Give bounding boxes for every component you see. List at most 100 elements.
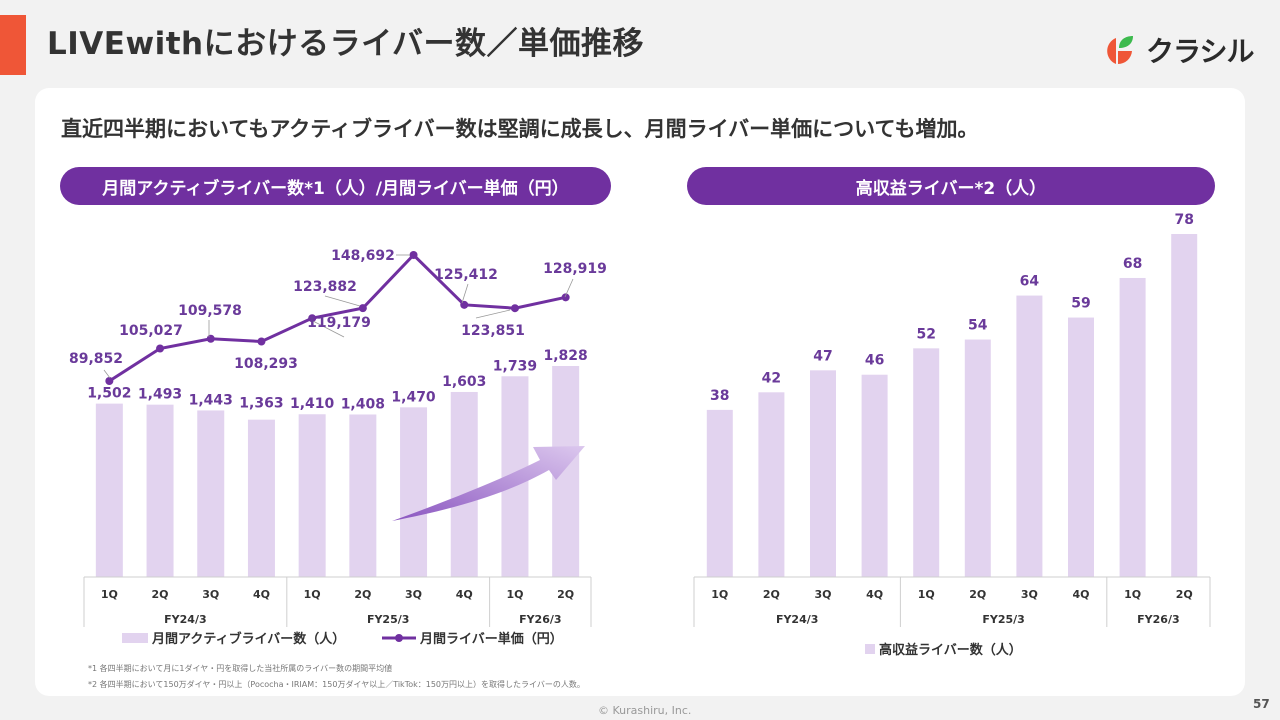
footnote-1: *1 各四半期において月に1ダイヤ・円を取得した当社所属のライバー数の期間平均値 [88, 664, 393, 673]
kurashiru-logo: クラシル [1100, 30, 1254, 70]
line-data-label: 128,919 [543, 261, 607, 277]
bar [810, 370, 836, 577]
tick-label: 4Q [866, 588, 883, 601]
left-legend-line: 月間ライバー単価（円） [382, 628, 563, 647]
line-data-label: 105,027 [119, 323, 183, 339]
bar [95, 403, 123, 577]
bar-data-label: 78 [1174, 212, 1193, 228]
line-point [510, 304, 519, 313]
left-chart-title-pill: 月間アクティブライバー数*1（人）/月間ライバー単価（円） [60, 167, 611, 205]
line-point [409, 251, 418, 259]
bar-data-label: 64 [1020, 274, 1040, 290]
bar-data-label: 1,470 [391, 389, 436, 405]
title-accent-bar [0, 15, 26, 75]
line-data-label: 108,293 [234, 356, 298, 372]
line-point [358, 304, 367, 313]
slide-subtitle: 直近四半期においてもアクティブライバー数は堅調に成長し、月間ライバー単価について… [61, 117, 979, 141]
legend-bar-swatch [122, 632, 148, 643]
copyright: © Kurashiru, Inc. [598, 704, 692, 717]
logo-text: クラシル [1146, 35, 1254, 68]
page-title: LIVEwithにおけるライバー数／単価推移 [47, 26, 644, 62]
tick-label: 2Q [557, 588, 574, 601]
tick-label: 2Q [969, 588, 986, 601]
bar [1119, 277, 1146, 577]
bar-data-label: 1,502 [87, 386, 131, 402]
left-chart-title: 月間アクティブライバー数*1（人）/月間ライバー単価（円） [102, 178, 569, 199]
price-line [108, 252, 566, 383]
right-chart-title-pill: 高収益ライバー*2（人） [687, 167, 1215, 205]
tick-label: 4Q [456, 588, 473, 601]
bar [400, 407, 428, 577]
bar [146, 404, 174, 577]
tick-label: 2Q [1176, 588, 1193, 601]
leader-line [564, 278, 574, 298]
legend-line-swatch [382, 633, 416, 642]
bar [298, 414, 326, 577]
bar-data-label: 68 [1123, 256, 1142, 272]
legend-line-label: 月間ライバー単価（円） [420, 632, 563, 647]
line-point [308, 314, 317, 323]
bar [247, 419, 275, 577]
bar [964, 339, 991, 577]
line-data-label: 89,852 [69, 351, 123, 367]
group-label: FY26/3 [1137, 613, 1179, 626]
tick-label: 2Q [354, 588, 371, 601]
group-label: FY24/3 [164, 613, 206, 626]
bar-data-label: 1,410 [290, 396, 335, 412]
tick-label: 4Q [1072, 588, 1089, 601]
tick-label: 1Q [1124, 588, 1141, 601]
tick-label: 3Q [1021, 588, 1038, 601]
group-label: FY25/3 [982, 613, 1024, 626]
bar-data-label: 1,828 [544, 348, 588, 364]
line-data-label: 125,412 [434, 267, 498, 283]
bar-data-label: 54 [968, 318, 988, 334]
tick-label: 4Q [253, 588, 270, 601]
line-data-label: 123,851 [461, 323, 525, 339]
leader-line [461, 283, 469, 304]
tick-label: 3Q [405, 588, 422, 601]
bar [861, 374, 888, 577]
right-legend: 高収益ライバー数（人） [865, 639, 1022, 658]
tick-label: 3Q [202, 588, 219, 601]
bar [197, 410, 225, 577]
bar [758, 392, 785, 577]
bar [349, 414, 377, 577]
bar-data-label: 1,739 [493, 358, 537, 374]
bar-data-label: 42 [762, 370, 781, 386]
tick-label: 1Q [711, 588, 728, 601]
leader-line [310, 319, 345, 338]
tick-label: 2Q [152, 588, 169, 601]
left-chart: FY24/3 FY25/3 FY26/3 1Q 2Q 3Q 4Q 1Q 2Q 3Q 4Q 1Q 2Q 1,… [69, 248, 607, 627]
group-label: FY25/3 [367, 613, 409, 626]
legend-bar-swatch [865, 643, 875, 654]
left-legend-bar: 月間アクティブライバー数（人） [122, 628, 345, 647]
tick-label: 1Q [506, 588, 523, 601]
bar-data-label: 1,443 [189, 392, 233, 408]
growth-arrow [392, 446, 585, 521]
bar-data-label: 47 [813, 348, 832, 364]
bar [706, 409, 733, 577]
page-number: 57 [1253, 697, 1270, 711]
bar-data-label: 38 [710, 388, 729, 404]
leader-line [324, 295, 361, 307]
line-point [460, 300, 469, 309]
line-point [156, 344, 165, 353]
line-point [105, 377, 114, 385]
leader-line [103, 369, 111, 379]
bar [1016, 295, 1043, 577]
bar-data-label: 59 [1071, 296, 1090, 312]
tick-label: 1Q [101, 588, 118, 601]
bar [1171, 234, 1198, 577]
group-label: FY24/3 [776, 613, 818, 626]
line-point [206, 334, 215, 343]
tick-label: 3Q [814, 588, 831, 601]
bar-data-label: 1,603 [442, 374, 486, 390]
bar [1068, 317, 1094, 577]
line-data-label: 123,882 [293, 279, 357, 295]
legend-bar-label: 月間アクティブライバー数（人） [152, 632, 346, 647]
line-data-label: 109,578 [178, 303, 242, 319]
bar [450, 391, 478, 577]
right-chart: 38 42 47 46 52 54 64 59 68 78 FY24/3 FY25/3 FY26/3 1Q… [693, 212, 1211, 627]
tick-label: 1Q [304, 588, 321, 601]
